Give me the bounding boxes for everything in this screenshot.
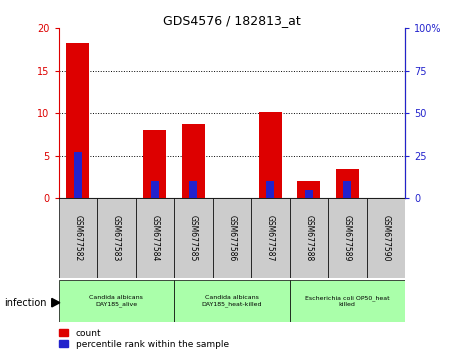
Text: GSM677585: GSM677585 [189, 215, 198, 261]
Bar [58, 198, 97, 278]
Bar [259, 112, 282, 198]
Text: GSM677583: GSM677583 [112, 215, 121, 261]
Text: Candida albicans
DAY185_alive: Candida albicans DAY185_alive [89, 295, 143, 307]
Text: GSM677589: GSM677589 [343, 215, 352, 261]
Bar [289, 198, 328, 278]
Text: infection: infection [4, 298, 47, 308]
Legend: count, percentile rank within the sample: count, percentile rank within the sample [58, 328, 230, 349]
Text: GSM677584: GSM677584 [150, 215, 159, 261]
Bar [58, 280, 174, 322]
Text: Escherichia coli OP50_heat
killed: Escherichia coli OP50_heat killed [305, 295, 390, 307]
Bar [151, 181, 158, 198]
Bar [305, 190, 313, 198]
Bar [297, 181, 320, 198]
Bar [343, 181, 351, 198]
Bar [143, 130, 166, 198]
Text: GSM677590: GSM677590 [381, 215, 390, 261]
Text: GSM677586: GSM677586 [227, 215, 236, 261]
Bar [174, 198, 212, 278]
Polygon shape [52, 298, 60, 307]
Bar [266, 181, 274, 198]
Bar [74, 152, 81, 198]
Bar [174, 280, 289, 322]
Bar [328, 198, 366, 278]
Bar [366, 198, 405, 278]
Bar [251, 198, 289, 278]
Text: Candida albicans
DAY185_heat-killed: Candida albicans DAY185_heat-killed [202, 295, 262, 307]
Title: GDS4576 / 182813_at: GDS4576 / 182813_at [163, 14, 301, 27]
Bar [189, 181, 197, 198]
Bar [182, 124, 205, 198]
Text: GSM677588: GSM677588 [304, 215, 313, 261]
Bar [212, 198, 251, 278]
Bar [97, 198, 135, 278]
Bar [289, 280, 405, 322]
Text: GSM677582: GSM677582 [73, 215, 82, 261]
Bar [336, 169, 359, 198]
Bar [135, 198, 174, 278]
Text: GSM677587: GSM677587 [266, 215, 275, 261]
Bar [66, 43, 89, 198]
